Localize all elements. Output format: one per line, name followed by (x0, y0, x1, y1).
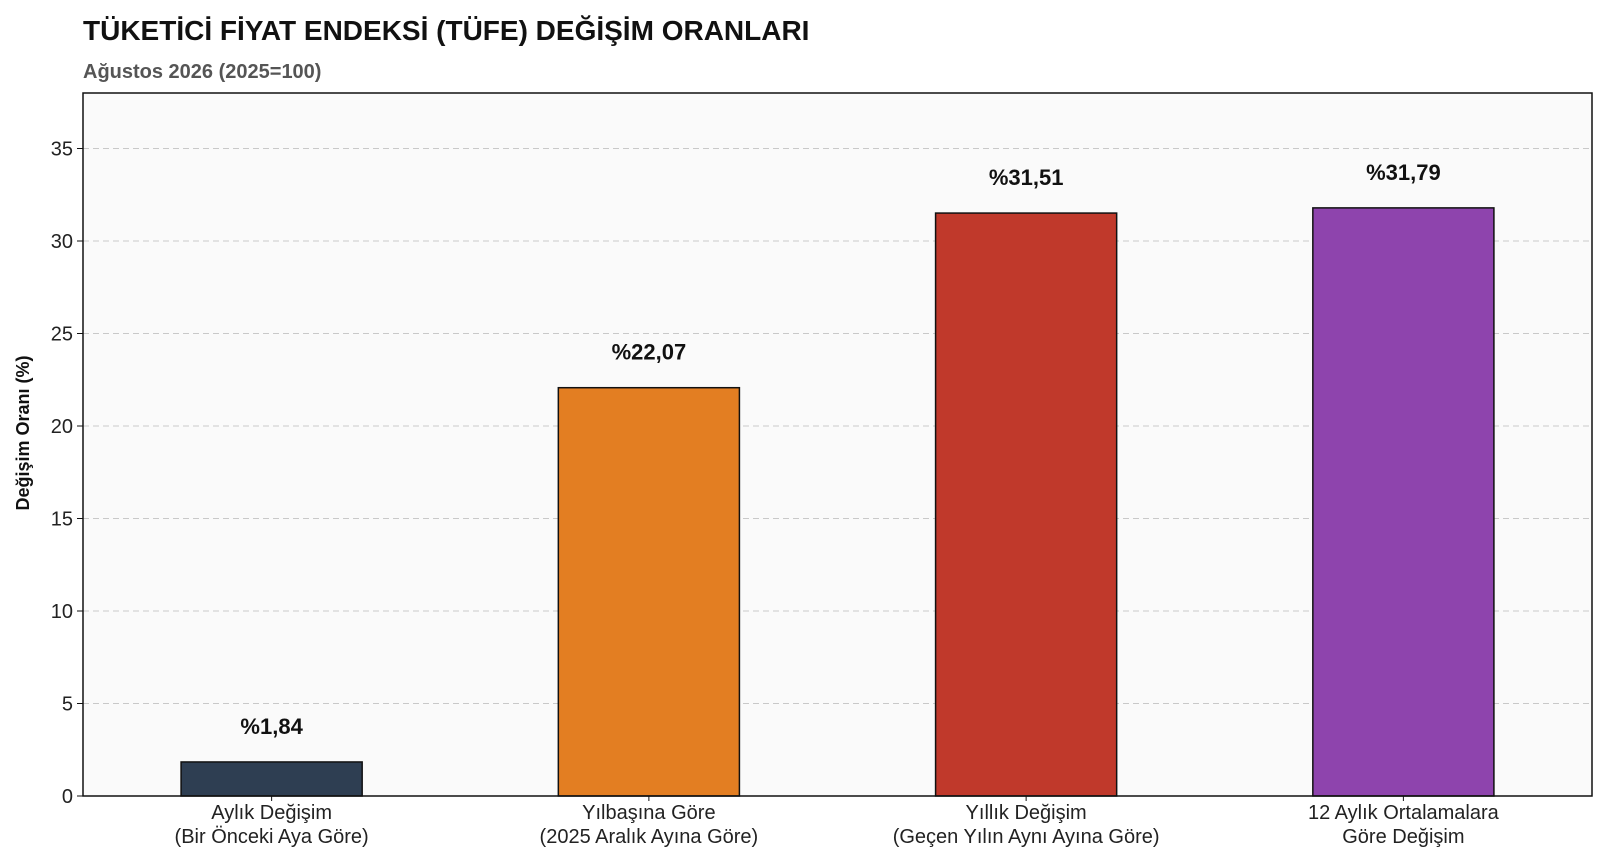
y-tick-label: 15 (51, 509, 73, 531)
bar (1312, 207, 1495, 797)
x-tick-label: (Geçen Yılın Aynı Ayına Göre) (893, 826, 1160, 848)
data-label: %1,84 (240, 714, 303, 739)
x-tick-label: Yılbaşına Göre (582, 802, 715, 824)
x-tick-label: Yıllık Değişim (966, 802, 1087, 824)
y-axis-ticks: 0 5 10 15 20 25 30 35 (51, 139, 83, 808)
y-tick-label: 20 (51, 416, 73, 438)
y-tick-label: 25 (51, 324, 73, 346)
plot-frame (82, 92, 1593, 797)
chart-title: TÜKETİCİ FİYAT ENDEKSİ (TÜFE) DEĞİŞİM OR… (83, 15, 809, 46)
chart-subtitle: Ağustos 2026 (2025=100) (83, 61, 321, 83)
bar (557, 386, 741, 797)
data-labels: %1,84 %22,07 %31,51 %31,79 (240, 160, 1440, 739)
y-tick-label: 30 (51, 231, 73, 253)
x-tick-label: Göre Değişim (1342, 826, 1464, 848)
x-axis-ticks: Aylık Değişim(Bir Önceki Aya Göre) Yılbaş… (175, 796, 1500, 848)
data-label: %31,51 (989, 165, 1064, 190)
x-tick-label: 12 Aylık Ortalamalara (1308, 802, 1500, 824)
grid-lines (83, 148, 1592, 704)
y-tick-label: 10 (51, 601, 73, 623)
x-tick-label: (2025 Aralık Ayına Göre) (540, 826, 759, 848)
bar (934, 212, 1118, 797)
bar (180, 761, 363, 797)
y-tick-label: 0 (62, 786, 73, 808)
y-tick-label: 35 (51, 139, 73, 161)
data-label: %22,07 (612, 340, 687, 365)
x-tick-label: (Bir Önceki Aya Göre) (175, 826, 369, 848)
y-axis-label: Değişim Oranı (%) (13, 355, 33, 510)
bars (180, 207, 1495, 797)
data-label: %31,79 (1366, 160, 1441, 185)
x-tick-label: Aylık Değişim (211, 802, 332, 824)
y-tick-label: 5 (62, 694, 73, 716)
